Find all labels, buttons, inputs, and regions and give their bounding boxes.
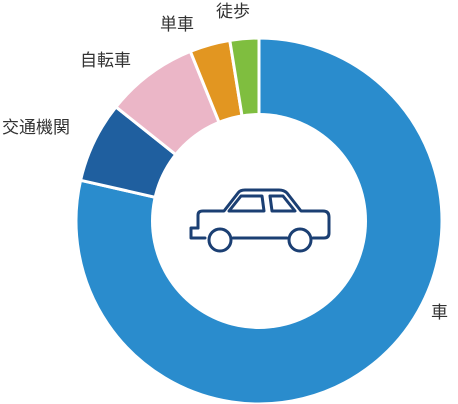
car-icon [189,188,331,253]
slice-label-motorcycle: 単車 [160,15,194,35]
slice-label-walking: 徒歩 [216,2,250,22]
slice-label-public-transport: 交通機関 [2,118,70,138]
labels-layer: 車 交通機関 自転車 単車 徒歩 [2,2,448,323]
donut-center [151,113,367,329]
slice-label-car: 車 [431,303,448,323]
slice-label-bicycle: 自転車 [80,51,131,71]
